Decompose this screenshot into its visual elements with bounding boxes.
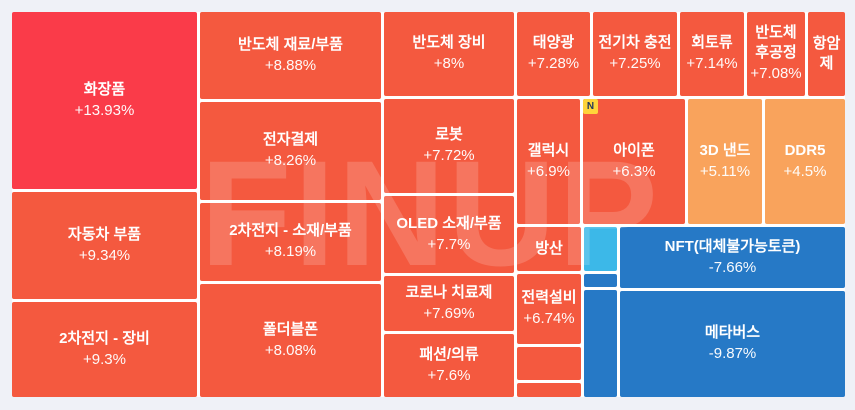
cell-label: 방산	[535, 239, 563, 257]
cell-change: +6.3%	[612, 162, 656, 180]
cell-label: 코로나 치료제	[405, 283, 493, 301]
cell-label: 반도체 장비	[412, 34, 486, 51]
treemap-cell[interactable]: 반도체 장비 +8%	[384, 12, 514, 96]
cell-change: +9.3%	[83, 350, 126, 368]
treemap-cell[interactable]: DDR5 +4.5%	[765, 99, 845, 224]
treemap-cell[interactable]: 항암제	[808, 12, 845, 96]
new-badge: N	[583, 99, 598, 114]
cell-change: +6.74%	[523, 310, 575, 328]
cell-label: 태양광	[532, 34, 575, 51]
cell-change: +7.7%	[427, 235, 471, 253]
cell-change: +7.25%	[609, 55, 661, 73]
treemap-cell[interactable]: 전기차 충전 +7.25%	[593, 12, 677, 96]
cell-change: +7.69%	[423, 304, 475, 322]
cell-change: +7.08%	[750, 65, 802, 83]
treemap-cell[interactable]: 로봇 +7.72%	[384, 99, 514, 193]
treemap-cell[interactable]	[517, 383, 581, 397]
treemap-cell[interactable]: 폴더블폰 +8.08%	[200, 284, 381, 397]
cell-change: +7.28%	[527, 55, 580, 73]
treemap-cell[interactable]	[584, 227, 617, 271]
cell-label: 반도체 재료/부품	[238, 35, 343, 53]
cell-change: +8.08%	[264, 341, 317, 359]
treemap-cell[interactable]: N 아이폰 +6.3%	[583, 99, 685, 224]
cell-change: +8.19%	[264, 243, 317, 261]
treemap-cell[interactable]: 자동차 부품 +9.34%	[12, 192, 197, 299]
treemap-cell[interactable]	[584, 274, 617, 287]
cell-label: 메타버스	[704, 324, 761, 341]
treemap-cell[interactable]: OLED 소재/부품 +7.7%	[384, 196, 514, 273]
treemap-cell[interactable]: 2차전지 - 장비 +9.3%	[12, 302, 197, 397]
cell-label: 갤럭시	[527, 141, 570, 159]
treemap-cell[interactable]: 전자결제 +8.26%	[200, 102, 381, 200]
cell-change: -7.66%	[708, 258, 757, 276]
treemap-cell[interactable]: 반도체 후공정 +7.08%	[747, 12, 805, 96]
cell-label: 패션/의류	[419, 345, 479, 363]
treemap-cell[interactable]: 코로나 치료제 +7.69%	[384, 276, 514, 331]
treemap-cell[interactable]: 반도체 재료/부품 +8.88%	[200, 12, 381, 99]
treemap-cell[interactable]	[584, 290, 617, 397]
treemap-cell[interactable]: NFT(대체불가능토큰) -7.66%	[620, 227, 845, 288]
treemap-cell[interactable]: 화장품 +13.93%	[12, 12, 197, 189]
treemap-cell[interactable]: 전력설비 +6.74%	[517, 274, 581, 344]
cell-label: 회토류	[691, 34, 733, 51]
treemap-cell[interactable]: 방산	[517, 227, 581, 271]
cell-label: 아이폰	[613, 141, 655, 159]
treemap-cell[interactable]: 태양광 +7.28%	[517, 12, 590, 96]
treemap-cell[interactable]: 회토류 +7.14%	[680, 12, 744, 96]
cell-label: 전기차 충전	[598, 34, 672, 51]
cell-change: +7.14%	[686, 55, 738, 73]
cell-label: 항암제	[812, 34, 841, 72]
cell-label: OLED 소재/부품	[396, 214, 502, 232]
cell-label: 2차전지 - 장비	[59, 329, 150, 347]
cell-label: 전자결제	[262, 131, 319, 148]
cell-change: +5.11%	[699, 162, 751, 180]
cell-change: +8%	[433, 55, 465, 73]
cell-label: 3D 낸드	[699, 141, 751, 159]
cell-label: 전력설비	[521, 289, 577, 306]
cell-label: 자동차 부품	[67, 225, 142, 243]
cell-change: -9.87%	[708, 345, 757, 363]
cell-label: 폴더블폰	[262, 320, 319, 338]
cell-change: +7.6%	[427, 366, 471, 384]
cell-label: 2차전지 - 소재/부품	[229, 222, 352, 239]
treemap-cell[interactable]	[517, 347, 581, 380]
treemap-cell[interactable]: 갤럭시 +6.9%	[517, 99, 580, 224]
treemap-cell[interactable]: 2차전지 - 소재/부품 +8.19%	[200, 203, 381, 281]
cell-change: +8.26%	[264, 152, 317, 170]
treemap-cell[interactable]: 3D 낸드 +5.11%	[688, 99, 762, 224]
cell-change: +7.72%	[423, 147, 475, 165]
cell-label: 화장품	[83, 80, 126, 98]
treemap-cell[interactable]: 메타버스 -9.87%	[620, 291, 845, 397]
cell-change: +8.88%	[264, 56, 317, 74]
treemap-cell[interactable]: 패션/의류 +7.6%	[384, 334, 514, 397]
cell-label: 로봇	[435, 126, 463, 143]
cell-label: 반도체 후공정	[755, 23, 797, 62]
cell-change: +13.93%	[74, 101, 135, 119]
cell-change: +4.5%	[783, 162, 827, 180]
cell-label: NFT(대체불가능토큰)	[664, 237, 801, 255]
cell-change: +9.34%	[78, 246, 131, 264]
cell-label: DDR5	[784, 141, 826, 159]
cell-change: +6.9%	[527, 162, 570, 180]
